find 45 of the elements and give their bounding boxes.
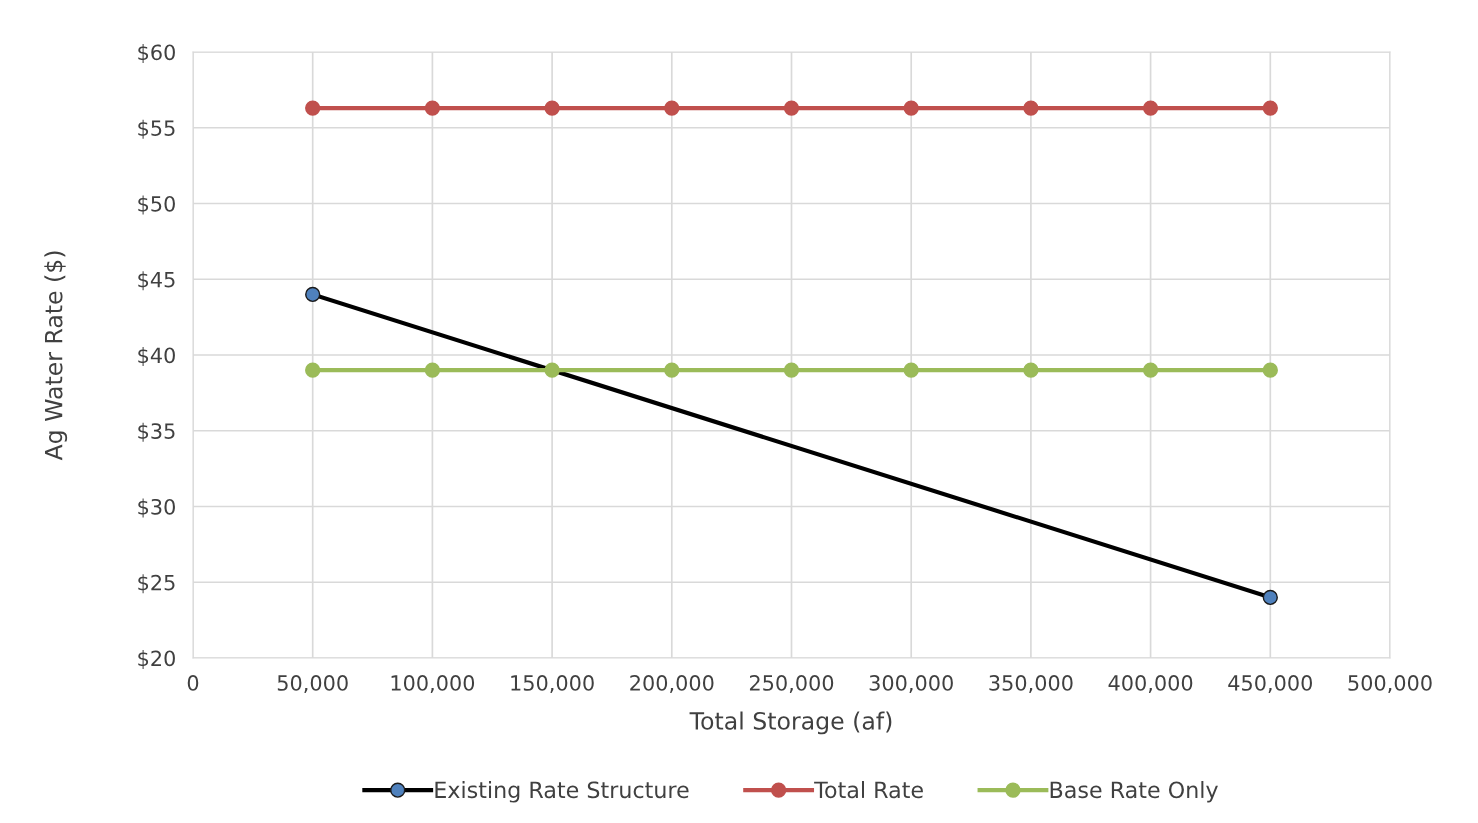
point — [305, 100, 321, 116]
point — [424, 362, 441, 378]
y-tick-label: $55 — [138, 119, 175, 139]
x-tick-label: 0 — [187, 675, 199, 691]
x-tick-label: 50,000 — [277, 675, 348, 693]
legend-label: Total Rate — [814, 781, 923, 799]
point — [903, 362, 919, 378]
point — [544, 100, 560, 116]
legend-label: Existing Rate Structure — [435, 781, 689, 803]
y-tick-label: $50 — [138, 195, 175, 215]
point — [1262, 589, 1278, 606]
point — [1142, 362, 1159, 378]
x-tick-label: 450,000 — [1228, 675, 1312, 693]
point — [305, 362, 321, 378]
point — [1262, 100, 1278, 116]
y-tick-label: $35 — [138, 422, 175, 442]
point — [903, 100, 919, 116]
x-tick-label: 150,000 — [511, 675, 594, 693]
x-tick-label: 100,000 — [391, 675, 475, 693]
legend-label: Base Rate Only — [1050, 781, 1218, 803]
y-axis-title: Ag Water Rate ($) — [44, 251, 68, 461]
point — [1023, 100, 1039, 116]
y-tick-label: $30 — [138, 498, 175, 518]
y-tick-label: $20 — [138, 650, 175, 669]
y-tick-label: $45 — [138, 271, 175, 291]
y-tick-label: $60 — [138, 44, 175, 63]
x-tick-label: 350,000 — [989, 675, 1073, 693]
point — [1142, 100, 1159, 116]
point — [305, 286, 321, 303]
x-tick-label: 400,000 — [1108, 675, 1193, 693]
x-tick-label: 200,000 — [630, 675, 714, 693]
x-tick-label: 250,000 — [749, 675, 834, 693]
point — [1262, 362, 1278, 378]
x-tick-label: 300,000 — [869, 675, 953, 693]
y-tick-label: $25 — [138, 574, 175, 594]
point — [664, 362, 680, 378]
point — [1023, 362, 1039, 378]
point — [664, 100, 680, 116]
x-tick-label: 500,000 — [1348, 675, 1432, 693]
y-tick-label: $40 — [138, 347, 175, 366]
point — [544, 362, 560, 378]
point — [783, 100, 800, 116]
x-axis-title: Total Storage (af) — [689, 711, 892, 735]
point — [783, 362, 800, 378]
point — [424, 100, 441, 116]
